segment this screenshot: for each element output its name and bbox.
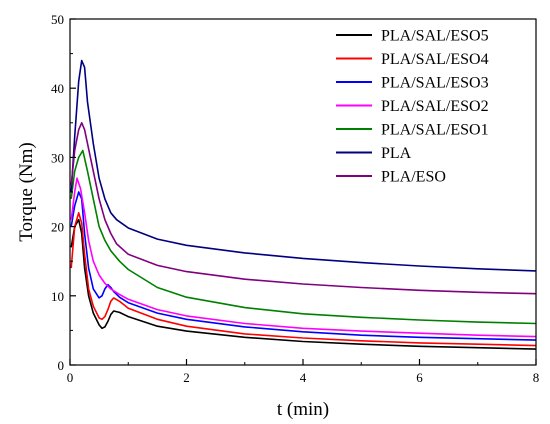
series-line-7	[70, 122, 537, 295]
legend-label: PLA/SAL/ESO1	[381, 122, 489, 139]
series-layer	[70, 59, 537, 350]
x-tick-label: 8	[533, 370, 540, 385]
legend-item: PLA/SAL/ESO1	[336, 122, 489, 139]
x-tick-label: 2	[183, 370, 190, 385]
y-tick-label: 20	[51, 220, 64, 235]
series-line-1	[70, 218, 537, 350]
x-axis-title: t (min)	[277, 399, 329, 420]
legend-item: PLA/SAL/ESO5	[336, 28, 489, 45]
y-tick-label: 50	[51, 12, 64, 27]
legend-item: PLA/SAL/ESO4	[336, 51, 489, 68]
legend-item: PLA/ESO	[336, 169, 446, 186]
legend-label: PLA/SAL/ESO3	[381, 75, 489, 92]
legend-label: PLA/SAL/ESO4	[381, 51, 489, 68]
legend-label: PLA/ESO	[381, 169, 446, 186]
legend-item: PLA/SAL/ESO3	[336, 75, 489, 92]
axes-layer: 0 2 4 6 8 0 10 20 30 40 50	[51, 12, 539, 385]
legend-label: PLA/SAL/ESO5	[381, 28, 489, 45]
series-line-2	[70, 212, 537, 347]
legend-item: PLA	[336, 145, 412, 162]
legend-label: PLA	[381, 145, 412, 162]
y-tick-label: 30	[51, 150, 64, 165]
x-tick-label: 0	[67, 370, 74, 385]
legend: PLA/SAL/ESO5 PLA/SAL/ESO4 PLA/SAL/ESO3 PLA/…	[336, 28, 489, 186]
series-line-5	[70, 149, 537, 325]
series-line-3	[70, 191, 537, 341]
y-tick-label: 10	[51, 289, 64, 304]
y-axis-title: Torque (Nm)	[16, 142, 37, 241]
x-tick-label: 4	[300, 370, 307, 385]
series-line-4	[70, 177, 537, 338]
legend-item: PLA/SAL/ESO2	[336, 98, 489, 115]
y-tick-label: 40	[51, 81, 64, 96]
y-tick-label: 0	[58, 358, 65, 373]
series-line-6	[70, 59, 537, 272]
x-tick-label: 6	[416, 370, 423, 385]
legend-label: PLA/SAL/ESO2	[381, 98, 489, 115]
